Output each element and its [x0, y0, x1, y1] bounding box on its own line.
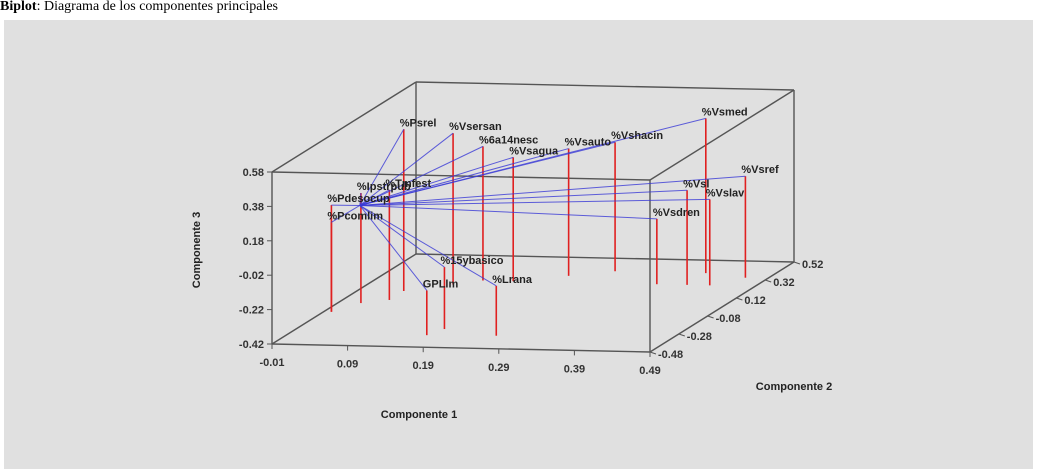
variable-labels: %Psrel %Vsersan%6a14nesc%Vsagua%Vsauto%Vs…: [327, 106, 779, 290]
variable-label: %Vslav: [706, 187, 745, 199]
box-edge: [271, 171, 651, 181]
loading-vector: [331, 205, 361, 223]
loading-vector: [359, 117, 706, 206]
box-edge: [649, 89, 795, 181]
loading-vector: [359, 132, 454, 206]
loading-vector: [359, 205, 497, 287]
y-axis-title: Componente 2: [756, 381, 832, 393]
loading-vector: [359, 148, 569, 206]
y-tick-label: -0.28: [687, 331, 712, 343]
variable-label: GPLlm: [423, 278, 459, 290]
y-tick-label: 0.12: [744, 295, 765, 307]
box-edge: [271, 81, 417, 173]
y-tick-mark: [707, 315, 714, 319]
x-tick-label: 0.09: [337, 359, 358, 371]
variable-label: %Vsauto: [565, 137, 612, 149]
variable-label: %Psrel: [400, 117, 437, 129]
figure-caption: Biplot: Diagrama de los componentes prin…: [0, 0, 1037, 20]
loading-vector: [359, 189, 688, 206]
caption-prefix: Biplot: [0, 0, 37, 14]
loading-vector: [359, 198, 710, 206]
x-tick-label: 0.29: [488, 362, 509, 374]
variable-label: %Vsmed: [702, 106, 748, 118]
y-tick-mark: [649, 351, 657, 355]
variable-label: %Ipstrpub: [357, 181, 411, 193]
loading-vector: [359, 192, 362, 206]
tick-labels: -0.01 0.09 0.19 0.29 0.39 0.49 -0.48 -0.28 -0.08…: [239, 167, 824, 377]
variable-label: %Pdesocup: [327, 193, 390, 205]
z-tick-label: 0.38: [243, 201, 264, 213]
z-tick-label: -0.42: [239, 339, 264, 351]
variable-label: %6a14nesc: [479, 134, 538, 146]
x-tick-label: -0.01: [259, 357, 284, 369]
variable-label: %Vsl: [683, 178, 709, 190]
y-tick-label: -0.08: [716, 313, 741, 325]
drop-lines: [330, 118, 747, 336]
y-tick-label: 0.32: [773, 277, 794, 289]
biplot-3d: -0.01 0.09 0.19 0.29 0.39 0.49 -0.48 -0.28 -0.08…: [191, 81, 832, 421]
y-tick-label: 0.52: [802, 259, 823, 271]
caption-text: : Diagrama de los componentes principale…: [36, 0, 279, 14]
loading-vector: [359, 129, 405, 206]
x-tick-label: 0.49: [639, 365, 660, 377]
loading-vector: [359, 205, 428, 291]
z-tick-label: -0.02: [239, 270, 264, 282]
box-edge: [415, 81, 795, 91]
plot-panel: -0.01 0.09 0.19 0.29 0.39 0.49 -0.48 -0.28 -0.08…: [4, 20, 1033, 469]
z-tick-label: 0.18: [243, 236, 264, 248]
loading-vector: [359, 175, 746, 206]
loading-vector: [359, 205, 445, 268]
y-tick-mark: [765, 279, 772, 283]
y-tick-mark: [736, 297, 743, 301]
box-edge: [649, 261, 795, 353]
loading-vector: [359, 156, 514, 206]
y-tick-mark: [678, 333, 685, 337]
z-axis-title: Componente 3: [191, 212, 203, 288]
variable-label: %Vsref: [741, 164, 779, 176]
variable-label: %Tmfest: [385, 178, 431, 190]
variable-label: %Vsagua: [509, 145, 559, 157]
loading-vectors: [331, 117, 746, 291]
x-axis-title: Componente 1: [381, 409, 457, 421]
variable-label: %Lrana: [492, 274, 533, 286]
variable-label: %Vsdren: [653, 207, 700, 219]
box-edge: [415, 253, 795, 263]
variable-label: %Vsersan: [449, 121, 502, 133]
variable-label: %15ybasico: [440, 255, 503, 267]
z-tick-label: 0.58: [243, 167, 264, 179]
box-edge: [271, 343, 651, 353]
z-tick-label: -0.22: [239, 305, 264, 317]
variable-label: %Vshacin: [611, 130, 663, 142]
variable-label: %Pcomlim: [327, 210, 383, 222]
y-tick-mark: [793, 261, 801, 265]
x-tick-label: 0.39: [564, 363, 585, 375]
bounding-box: [271, 81, 795, 353]
loading-vector: [359, 189, 390, 206]
loading-vector: [359, 145, 484, 206]
loading-vector: [359, 204, 657, 220]
box-edge: [271, 253, 417, 345]
y-tick-label: -0.48: [658, 349, 683, 361]
x-tick-label: 0.19: [412, 360, 433, 372]
